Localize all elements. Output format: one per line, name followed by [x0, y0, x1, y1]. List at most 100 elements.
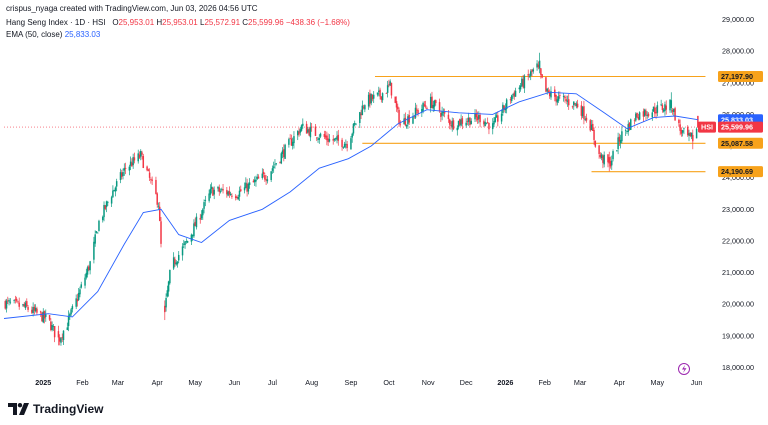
candle — [52, 323, 55, 331]
ema-price-tag-label: 25,833.03 — [721, 115, 753, 124]
candle — [298, 127, 300, 137]
candle-body — [689, 132, 692, 136]
candle — [115, 178, 118, 192]
candle-body — [57, 331, 60, 338]
candle-body — [351, 133, 353, 138]
candle-body — [88, 266, 90, 270]
candle — [243, 182, 246, 194]
candle — [567, 94, 570, 110]
candle-body — [380, 96, 383, 100]
candle-body — [497, 115, 499, 122]
candle — [148, 168, 151, 182]
candle-body — [119, 172, 122, 180]
candle-body — [105, 201, 108, 208]
candle-body — [202, 209, 204, 216]
candle-body — [488, 122, 490, 130]
candle — [327, 133, 329, 146]
tradingview-mark-icon — [8, 403, 29, 415]
candle-body — [42, 311, 45, 323]
candle-body — [647, 113, 650, 117]
candle-body — [240, 189, 242, 192]
candle — [85, 268, 88, 280]
candle-body — [545, 77, 547, 92]
candle — [17, 300, 19, 304]
candle-body — [646, 115, 648, 116]
candle — [121, 169, 123, 180]
candle-body — [678, 119, 680, 124]
candle — [603, 151, 605, 168]
candle-body — [397, 106, 399, 110]
candle-body — [536, 63, 538, 68]
x-tick-label: Dec — [460, 378, 473, 387]
candle — [102, 215, 104, 223]
candle-body — [128, 166, 131, 171]
candle — [360, 109, 362, 119]
candle-body — [346, 144, 348, 148]
symbol-label[interactable]: Hang Seng Index · 1D · HSI — [6, 18, 106, 27]
candle-body — [460, 119, 462, 126]
candle-body — [688, 133, 690, 136]
candle-body — [661, 105, 664, 111]
candle-body — [307, 129, 309, 133]
candle — [574, 102, 576, 107]
candle-body — [15, 298, 18, 301]
candle — [647, 112, 650, 118]
candle — [637, 113, 640, 121]
candle — [103, 201, 105, 222]
candle-body — [617, 137, 619, 150]
candle — [284, 143, 286, 160]
candle-body — [404, 117, 407, 126]
x-tick-label: May — [188, 378, 202, 387]
candle-body — [289, 138, 291, 140]
y-tick-label: 19,000.00 — [722, 331, 754, 340]
candle — [655, 106, 657, 119]
candle — [291, 137, 294, 150]
lightning-icon[interactable] — [678, 363, 690, 375]
candle-body — [510, 95, 513, 101]
ema-legend[interactable]: EMA (50, close) 25,833.03 — [6, 30, 100, 39]
candle — [386, 80, 389, 98]
candle-body — [531, 69, 533, 72]
candle — [494, 112, 497, 123]
candle-body — [96, 232, 99, 234]
tradingview-logo[interactable]: TradingView — [8, 402, 103, 416]
candle-body — [456, 127, 459, 131]
candle — [624, 128, 627, 137]
candle-body — [227, 191, 229, 196]
candle-body — [389, 81, 391, 86]
candle — [611, 155, 613, 170]
candle-body — [213, 189, 215, 195]
candle — [308, 126, 310, 137]
candle-body — [352, 123, 355, 134]
candle — [500, 109, 503, 125]
candle-body — [190, 234, 193, 242]
candle-body — [636, 113, 638, 118]
candle — [167, 280, 170, 297]
candle-body — [638, 112, 641, 120]
candle — [333, 138, 336, 142]
candle-body — [252, 180, 255, 183]
y-tick-label: 20,000.00 — [722, 300, 754, 309]
candle-body — [637, 117, 640, 120]
change-value: −438.36 (−1.68%) — [285, 18, 350, 27]
candle-body — [671, 109, 674, 112]
candle — [34, 304, 37, 313]
candle-body — [75, 298, 77, 307]
candle — [138, 151, 141, 160]
candle-body — [104, 205, 107, 209]
candle-body — [467, 117, 470, 122]
candle — [670, 92, 673, 113]
candle — [270, 170, 272, 183]
candle-body — [502, 104, 504, 114]
candle-body — [52, 325, 55, 327]
candle-body — [541, 74, 543, 78]
candle — [86, 265, 89, 278]
candle-body — [590, 124, 593, 131]
candle — [421, 104, 423, 117]
candle — [576, 99, 579, 109]
candle-body — [51, 325, 53, 331]
candle — [248, 178, 251, 189]
candle — [593, 127, 595, 145]
candle-body — [686, 126, 689, 136]
